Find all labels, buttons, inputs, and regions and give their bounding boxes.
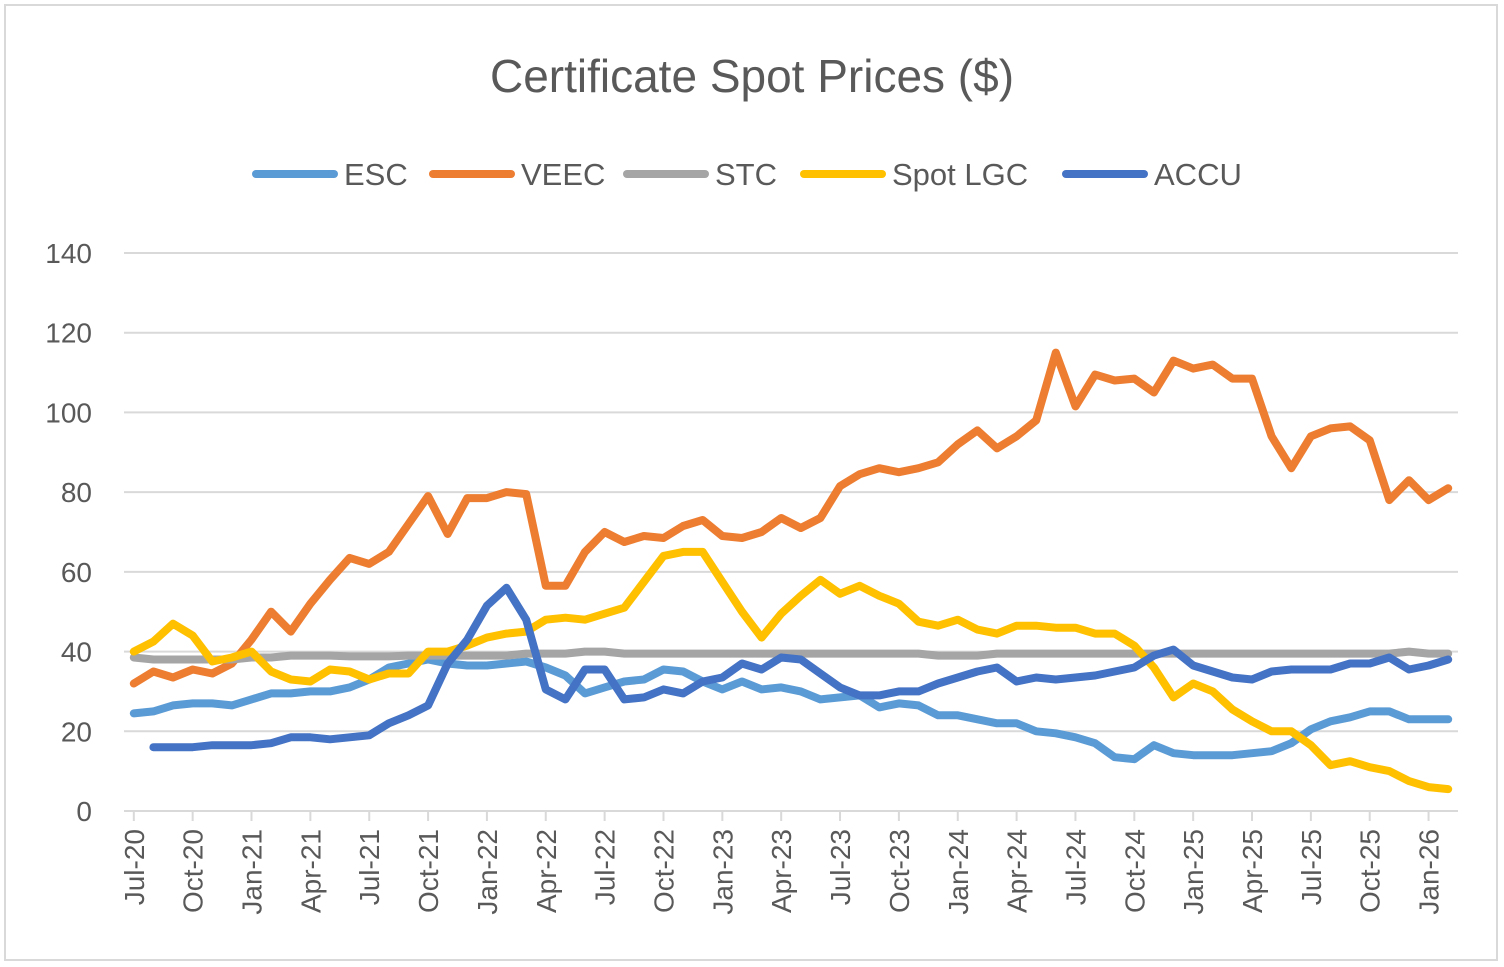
x-tick-label: Jul-20 [119,829,150,905]
x-tick-label: Jan-25 [1178,829,1209,915]
x-tick-label: Apr-22 [531,829,562,913]
series-line-accu [149,583,1453,752]
x-tick-label: Oct-20 [178,829,209,913]
x-tick-label: Jul-25 [1296,829,1327,905]
legend-label: STC [715,157,777,192]
y-tick-label: 40 [61,637,92,668]
x-tick-label: Oct-23 [884,829,915,913]
x-tick-label: Jul-21 [354,829,385,905]
x-tick-label: Oct-21 [413,829,444,913]
x-tick-label: Jul-23 [825,829,856,905]
y-tick-label: 20 [61,716,92,747]
chart-frame: Certificate Spot Prices ($) ESC VEEC STC Sp… [4,4,1498,961]
legend-item-accu: ACCU [1062,157,1242,192]
x-tick-label: Apr-24 [1002,829,1033,913]
legend-item-esc: ESC [252,157,408,192]
series-line-stc [129,647,1453,664]
chart-canvas: Certificate Spot Prices ($) ESC VEEC STC Sp… [45,50,1458,915]
x-axis: Jul-20 Oct-20 Jan-21 Apr-21 Jul-21 Oct-21 Jan-… [119,810,1458,915]
legend-label: Spot LGC [892,157,1028,192]
x-tick-label: Oct-22 [648,829,679,913]
series-line-esc [129,655,1453,764]
legend-item-stc: STC [623,157,777,192]
y-axis: 0 20 40 60 80 100 120 140 [45,238,92,827]
legend-label: ACCU [1154,157,1242,192]
y-tick-label: 80 [61,477,92,508]
x-tick-label: Jul-22 [590,829,621,905]
chart-title: Certificate Spot Prices ($) [490,50,1014,102]
x-tick-label: Apr-25 [1237,829,1268,913]
x-tick-label: Apr-21 [295,829,326,913]
legend-item-veec: VEEC [429,157,605,192]
y-tick-label: 60 [61,557,92,588]
x-tick-label: Jan-22 [472,829,503,915]
legend-item-spot-lgc: Spot LGC [800,157,1028,192]
x-tick-label: Jul-24 [1060,829,1091,905]
legend: ESC VEEC STC Spot LGC ACCU [252,157,1242,192]
y-tick-label: 120 [45,318,92,349]
x-tick-label: Jan-26 [1414,829,1445,915]
x-tick-label: Jan-24 [943,829,974,915]
x-tick-label: Oct-24 [1119,829,1150,913]
legend-label: ESC [344,157,408,192]
x-tick-label: Apr-23 [766,829,797,913]
y-tick-label: 100 [45,397,92,428]
series-group [129,348,1453,794]
x-tick-label: Jan-23 [707,829,738,915]
y-tick-label: 140 [45,238,92,269]
x-tick-label: Oct-25 [1355,829,1386,913]
legend-label: VEEC [521,157,605,192]
x-tick-label: Jan-21 [237,829,268,915]
series-line-veec [129,348,1453,688]
y-tick-label: 0 [76,796,92,827]
series-line-spot-lgc [129,547,1453,794]
